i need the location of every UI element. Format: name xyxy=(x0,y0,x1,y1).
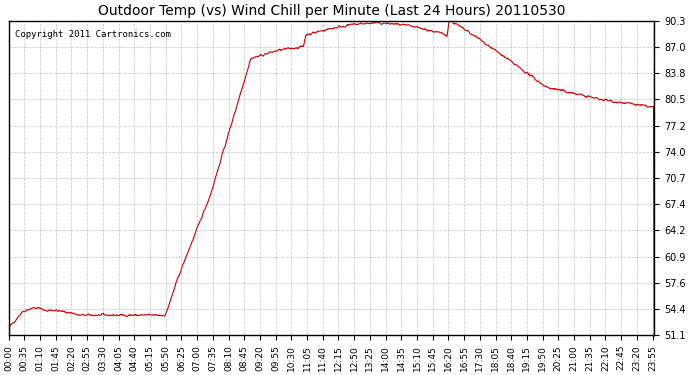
Title: Outdoor Temp (vs) Wind Chill per Minute (Last 24 Hours) 20110530: Outdoor Temp (vs) Wind Chill per Minute … xyxy=(98,4,565,18)
Text: Copyright 2011 Cartronics.com: Copyright 2011 Cartronics.com xyxy=(15,30,171,39)
